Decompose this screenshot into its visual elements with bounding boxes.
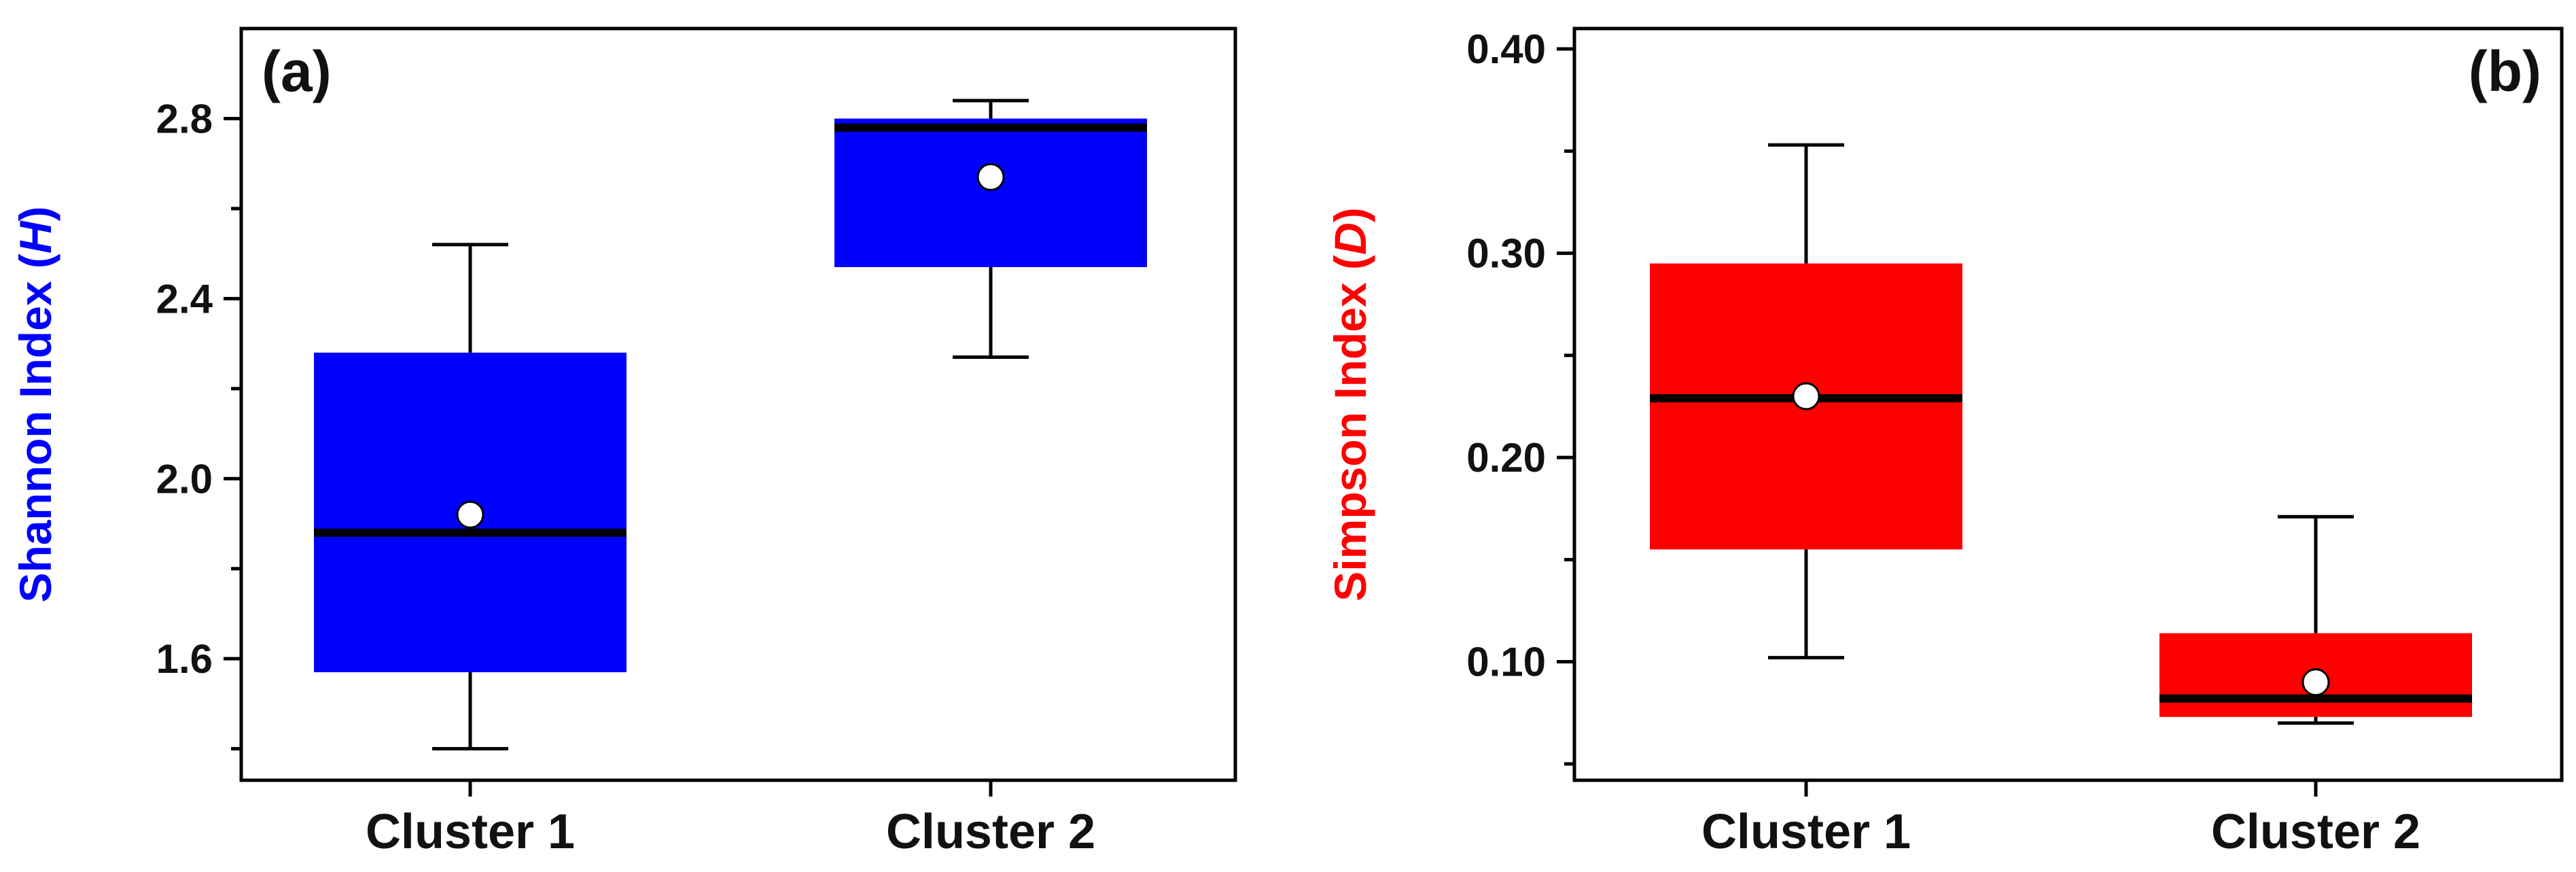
mean-marker	[2301, 668, 2330, 697]
y-axis-label-suffix: )	[1325, 207, 1375, 222]
box-2	[2159, 515, 2472, 725]
mean-marker	[1792, 382, 1820, 411]
plot-frame	[239, 27, 1237, 782]
box-iqr	[834, 118, 1147, 268]
box-1	[1650, 143, 1962, 660]
x-category-label: Cluster 1	[366, 805, 575, 859]
panel-label: (a)	[262, 39, 332, 103]
box-2	[834, 99, 1147, 359]
y-tick-label: 0.40	[1466, 27, 1546, 72]
box-1	[314, 243, 627, 751]
y-tick-label: 2.4	[156, 276, 213, 321]
y-tick-label: 0.10	[1466, 640, 1546, 685]
y-axis-label-variable: D	[1325, 222, 1375, 255]
panel-a-shannon: 1.6 2.0 2.4 2.8 Cluster 1 Cluster 2 (a) Shannon…	[10, 27, 1237, 859]
x-category-label: Cluster 1	[1701, 805, 1911, 859]
mean-marker	[976, 163, 1005, 192]
y-tick-label: 2.0	[156, 456, 213, 502]
mean-marker	[456, 500, 484, 529]
y-axis-label: Shannon Index (H)	[10, 207, 60, 603]
y-axis-label-suffix: )	[10, 207, 60, 222]
panel-label: (b)	[2469, 39, 2541, 103]
plot-frame	[1572, 27, 2564, 782]
panel-b-simpson: 0.10 0.20 0.30 0.40 Cluster 1 Cluster 2 (b) Sim…	[1325, 27, 2564, 859]
y-axis-label-text: Shannon Index (	[10, 254, 60, 602]
y-axis-label-text: Simpson Index (	[1325, 255, 1375, 601]
x-category-label: Cluster 2	[886, 805, 1095, 859]
y-tick-label: 0.20	[1466, 435, 1546, 481]
y-tick-label: 2.8	[156, 96, 213, 141]
y-axis-label: Simpson Index (D)	[1325, 207, 1375, 601]
y-axis-label-variable: H	[10, 220, 60, 254]
y-tick-label: 0.30	[1466, 231, 1546, 277]
x-category-label: Cluster 2	[2211, 805, 2420, 859]
y-tick-label: 1.6	[156, 636, 213, 682]
